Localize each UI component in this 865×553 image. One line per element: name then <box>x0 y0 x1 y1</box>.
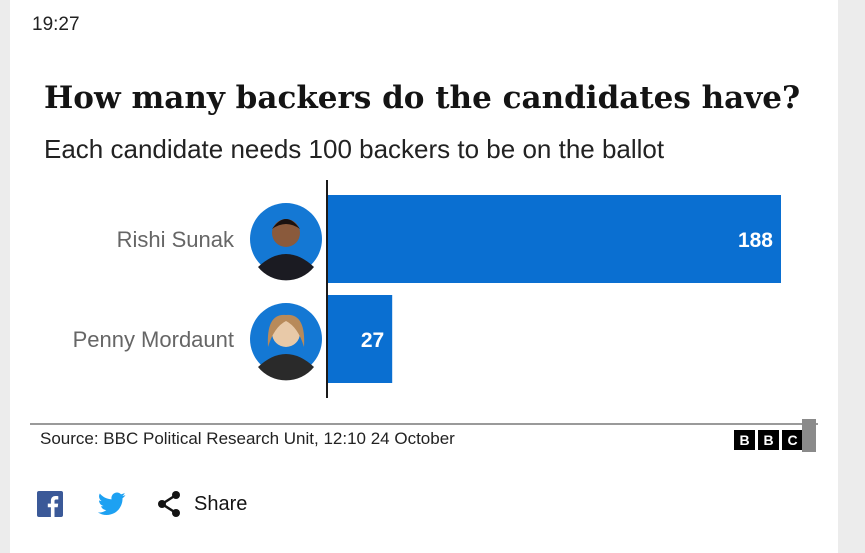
chart-title: How many backers do the candidates have? <box>44 80 801 116</box>
bbc-logo-letter: B <box>734 430 755 450</box>
share-bar: Share <box>36 490 247 518</box>
candidate-photo-body <box>258 254 314 281</box>
share-label: Share <box>194 492 248 515</box>
bar-value-label: 188 <box>738 229 773 252</box>
bbc-logo: B B C <box>734 430 803 450</box>
share-icon <box>156 490 182 518</box>
twitter-icon[interactable] <box>98 490 126 518</box>
facebook-icon[interactable] <box>36 490 64 518</box>
bar-value-label: 27 <box>361 329 384 352</box>
footer-divider <box>30 423 818 425</box>
candidate-photo-hair <box>267 314 305 347</box>
bbc-logo-letter: B <box>758 430 779 450</box>
bar-chart-svg: 188 Rishi Sunak 27 Penny Mordaunt <box>73 180 781 398</box>
status-time: 19:27 <box>32 14 80 35</box>
chart-source: Source: BBC Political Research Unit, 12:… <box>40 429 455 448</box>
logo-edge-block <box>802 419 816 452</box>
bbc-logo-letter: C <box>782 430 803 450</box>
candidate-photo-face <box>272 219 300 247</box>
candidate-photo-body <box>258 354 314 381</box>
chart-subtitle: Each candidate needs 100 backers to be o… <box>44 134 665 164</box>
candidate-photo-hair <box>272 219 300 229</box>
article-page: 19:27 How many backers do the candidates… <box>10 0 838 553</box>
bar <box>327 195 781 283</box>
category-label: Penny Mordaunt <box>73 327 234 352</box>
bar <box>327 295 393 383</box>
share-button[interactable]: Share <box>156 490 247 518</box>
bar-chart: 188 Rishi Sunak 27 Penny Mordaunt <box>10 0 838 553</box>
category-label: Rishi Sunak <box>117 227 235 252</box>
